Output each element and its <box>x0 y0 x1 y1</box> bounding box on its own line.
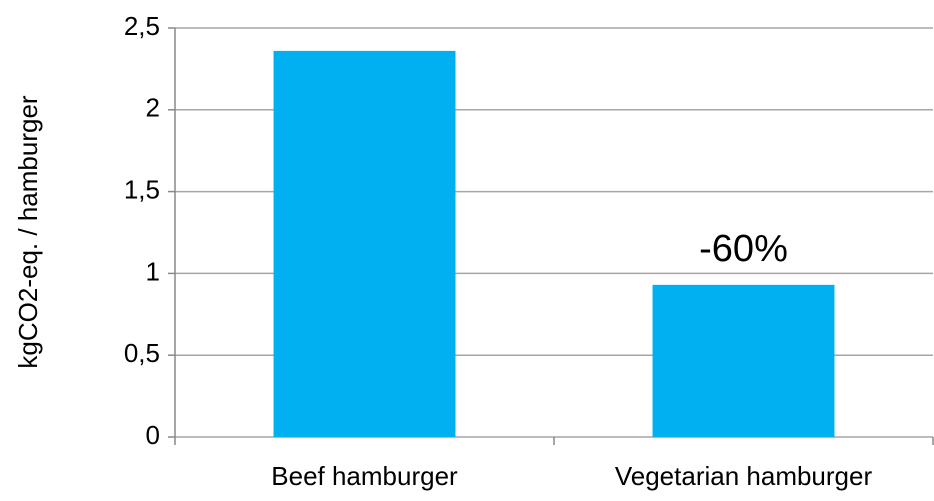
annotation: -60% <box>699 228 788 270</box>
y-tick-label: 0,5 <box>124 338 160 368</box>
x-tick-label: Vegetarian hamburger <box>615 461 873 491</box>
bar <box>652 284 835 437</box>
y-tick-label: 0 <box>146 420 160 450</box>
bar <box>273 50 456 438</box>
x-tick-label: Beef hamburger <box>271 461 458 491</box>
y-axis-title: kgCO2-eq. / hamburger <box>13 95 43 368</box>
y-tick-label: 2 <box>146 93 160 123</box>
y-tick-label: 1 <box>146 256 160 286</box>
y-tick-label: 1,5 <box>124 174 160 204</box>
y-tick-label: 2,5 <box>124 11 160 41</box>
